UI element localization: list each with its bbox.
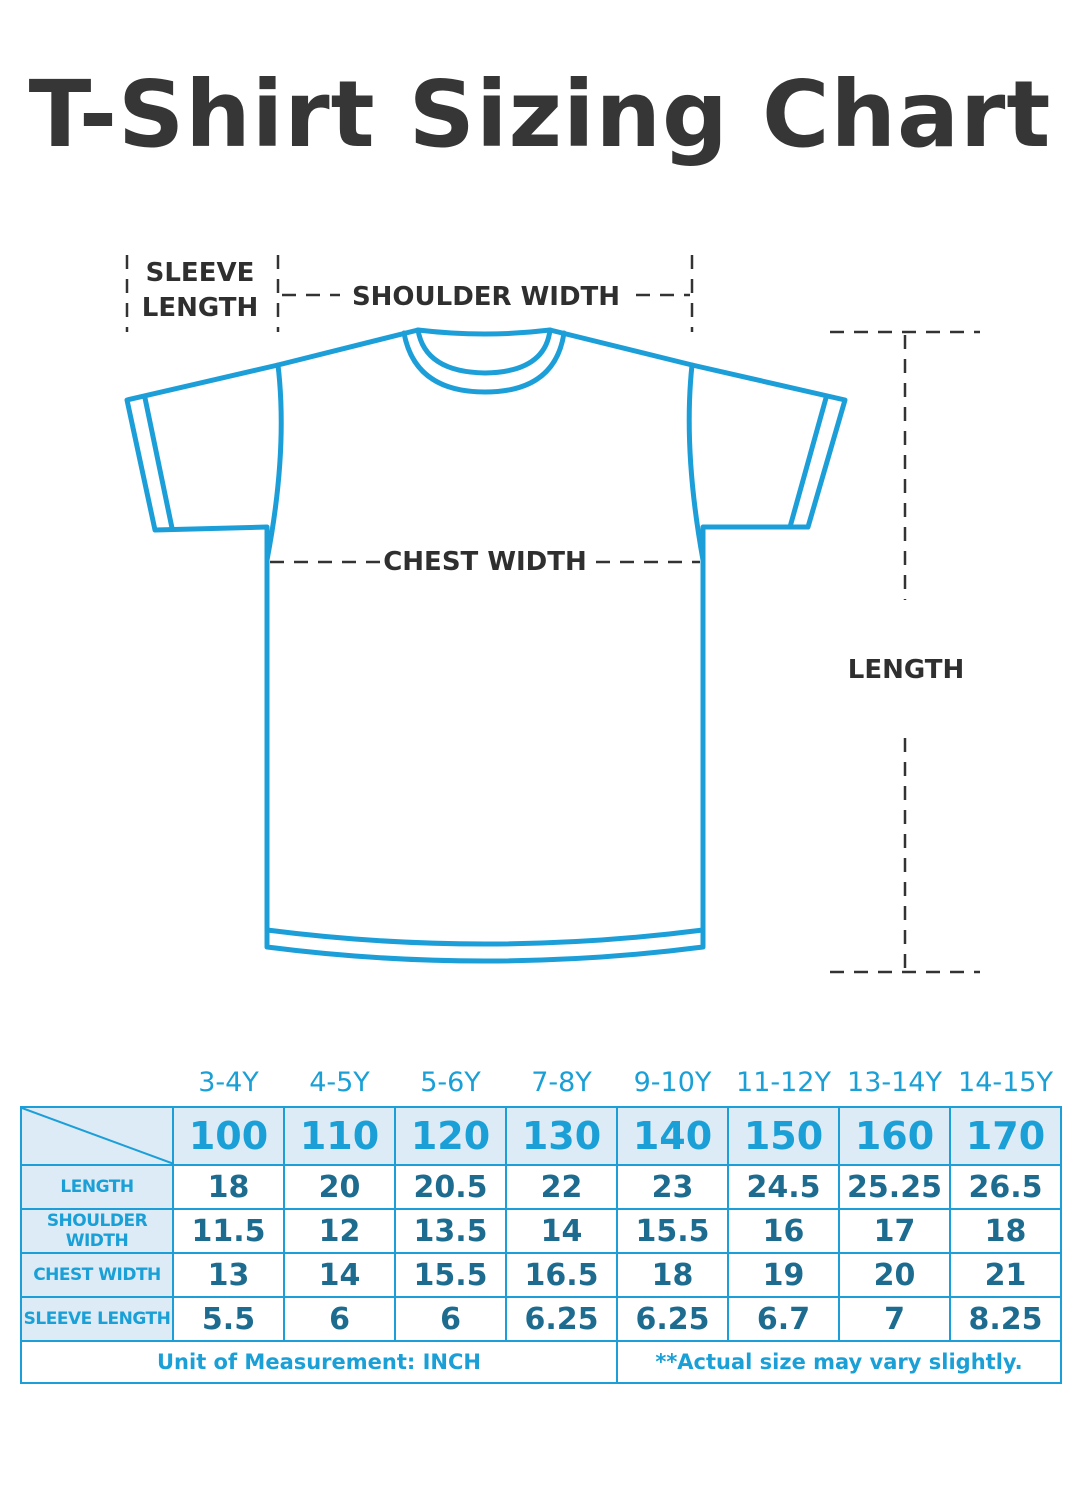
height-cell: 100 (172, 1106, 285, 1166)
age-label: 5-6Y (420, 1066, 481, 1098)
height-cell: 120 (394, 1106, 507, 1166)
value-cell: 21 (949, 1252, 1062, 1298)
table-row-shoulder-width: SHOULDER WIDTH 11.5 12 13.5 14 15.5 16 1… (20, 1208, 1062, 1254)
page-title: T-Shirt Sizing Chart (28, 61, 1052, 168)
value-cell: 22 (505, 1164, 618, 1210)
value-cell: 18 (949, 1208, 1062, 1254)
value-cell: 15.5 (394, 1252, 507, 1298)
tshirt-diagram: SLEEVE LENGTH SHOULDER WIDTH CHEST WIDTH… (124, 255, 980, 974)
value-cell: 16 (727, 1208, 840, 1254)
row-label: LENGTH (20, 1164, 174, 1210)
height-cell: 130 (505, 1106, 618, 1166)
value-cell: 6 (283, 1296, 396, 1342)
value-cell: 6.25 (616, 1296, 729, 1342)
value-cell: 20 (283, 1164, 396, 1210)
height-cell: 110 (283, 1106, 396, 1166)
age-label: 11-12Y (736, 1066, 831, 1098)
left-sleeve-cuff (142, 395, 175, 531)
tshirt-collar-outer (415, 327, 553, 337)
age-row-spacer (21, 1058, 173, 1107)
value-cell: 18 (616, 1252, 729, 1298)
shoulder-width-label: SHOULDER WIDTH (352, 282, 620, 312)
row-label: SHOULDER WIDTH (20, 1208, 174, 1254)
age-label: 7-8Y (531, 1066, 592, 1098)
sleeve-length-label-line2: LENGTH (142, 293, 258, 323)
value-cell: 24.5 (727, 1164, 840, 1210)
tshirt-hem (264, 927, 706, 947)
height-cell: 170 (949, 1106, 1062, 1166)
height-cell: 150 (727, 1106, 840, 1166)
value-cell: 5.5 (172, 1296, 285, 1342)
table-row-sleeve-length: SLEEVE LENGTH 5.5 6 6 6.25 6.25 6.7 7 8.… (20, 1296, 1062, 1342)
value-cell: 26.5 (949, 1164, 1062, 1210)
value-cell: 11.5 (172, 1208, 285, 1254)
value-cell: 13 (172, 1252, 285, 1298)
value-cell: 8.25 (949, 1296, 1062, 1342)
length-label: LENGTH (848, 655, 964, 685)
tshirt-collar-band (415, 327, 553, 376)
value-cell: 23 (616, 1164, 729, 1210)
sleeve-length-label-line1: SLEEVE (146, 258, 255, 288)
age-label: 13-14Y (847, 1066, 942, 1098)
corner-diagonal (22, 1108, 174, 1164)
value-cell: 20.5 (394, 1164, 507, 1210)
tshirt-collar-inner (401, 330, 567, 395)
value-cell: 12 (283, 1208, 396, 1254)
value-cell: 15.5 (616, 1208, 729, 1254)
value-cell: 6 (394, 1296, 507, 1342)
chest-width-label: CHEST WIDTH (383, 547, 587, 577)
value-cell: 17 (838, 1208, 951, 1254)
unit-note: Unit of Measurement: INCH (20, 1340, 618, 1384)
age-label: 4-5Y (309, 1066, 370, 1098)
value-cell: 14 (505, 1208, 618, 1254)
value-cell: 19 (727, 1252, 840, 1298)
height-cell: 160 (838, 1106, 951, 1166)
value-cell: 20 (838, 1252, 951, 1298)
age-row: 3-4Y 4-5Y 5-6Y 7-8Y 9-10Y 11-12Y 13-14Y … (21, 1058, 1061, 1107)
row-label: CHEST WIDTH (20, 1252, 174, 1298)
row-label: SLEEVE LENGTH (20, 1296, 174, 1342)
table-row-length: LENGTH 18 20 20.5 22 23 24.5 25.25 26.5 (20, 1164, 1062, 1210)
value-cell: 16.5 (505, 1252, 618, 1298)
table-row-chest-width: CHEST WIDTH 13 14 15.5 16.5 18 19 20 21 (20, 1252, 1062, 1298)
left-armhole-seam (264, 362, 284, 563)
age-label: 14-15Y (958, 1066, 1053, 1098)
value-cell: 25.25 (838, 1164, 951, 1210)
right-armhole-seam (686, 362, 706, 563)
value-cell: 14 (283, 1252, 396, 1298)
tshirt-outline (124, 327, 848, 964)
value-cell: 7 (838, 1296, 951, 1342)
tshirt-body-outline (124, 327, 848, 964)
size-table: 3-4Y 4-5Y 5-6Y 7-8Y 9-10Y 11-12Y 13-14Y … (20, 1058, 1062, 1384)
measure-guides (125, 255, 980, 974)
value-cell: 18 (172, 1164, 285, 1210)
age-label: 9-10Y (633, 1066, 712, 1098)
value-cell: 6.25 (505, 1296, 618, 1342)
age-label: 3-4Y (198, 1066, 259, 1098)
right-sleeve-cuff (787, 395, 829, 530)
value-cell: 6.7 (727, 1296, 840, 1342)
height-row: 100 110 120 130 140 150 160 170 (20, 1106, 1062, 1166)
table-footer-row: Unit of Measurement: INCH **Actual size … (20, 1340, 1062, 1384)
height-cell: 140 (616, 1106, 729, 1166)
value-cell: 13.5 (394, 1208, 507, 1254)
table-corner-cell (20, 1106, 174, 1166)
size-disclaimer: **Actual size may vary slightly. (616, 1340, 1062, 1384)
